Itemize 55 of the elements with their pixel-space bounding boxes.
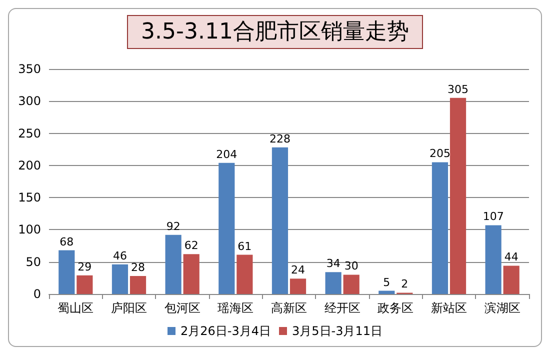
chart-title: 3.5-3.11合肥市区销量走势 [141, 20, 409, 44]
data-label: 29 [78, 260, 92, 274]
y-tick-label: 50 [26, 254, 41, 269]
data-label: 68 [60, 235, 74, 248]
bar [378, 290, 395, 294]
data-label: 228 [269, 132, 290, 146]
y-tick-label: 100 [18, 222, 41, 237]
y-tick-label: 250 [18, 126, 41, 140]
bar [165, 234, 182, 294]
data-label: 34 [326, 257, 340, 270]
legend-label: 3月5日-3月11日 [292, 324, 383, 338]
y-tick-label: 0 [33, 287, 41, 301]
bar [450, 98, 466, 294]
bar [183, 254, 200, 294]
data-label: 44 [504, 250, 518, 264]
data-label: 24 [291, 264, 306, 277]
data-label: 2 [401, 278, 408, 291]
x-tick-label: 高新区 [271, 301, 307, 315]
data-label: 107 [482, 210, 504, 224]
bar [290, 278, 306, 294]
x-tick-label: 瑶海区 [218, 301, 254, 315]
data-label: 46 [112, 249, 127, 262]
y-tick-label: 350 [18, 62, 41, 76]
data-label: 305 [448, 82, 469, 96]
bar [325, 272, 342, 294]
bar [272, 147, 288, 294]
data-label: 204 [216, 148, 238, 161]
bar [112, 264, 128, 294]
data-label: 30 [344, 260, 358, 273]
bar [503, 266, 520, 294]
y-tick-label: 200 [18, 158, 41, 172]
data-label: 62 [184, 239, 198, 252]
y-tick-label: 300 [18, 94, 41, 108]
data-label: 61 [238, 240, 252, 253]
x-tick-label: 滨湖区 [484, 301, 520, 315]
legend-label: 2月26日-3月4日 [180, 324, 272, 338]
bar [76, 275, 93, 294]
x-tick-label: 蜀山区 [58, 301, 94, 315]
bar [432, 162, 448, 294]
data-label: 205 [429, 147, 450, 160]
bar [218, 162, 235, 294]
data-label: 28 [131, 261, 146, 274]
bar [343, 274, 360, 294]
bar [58, 250, 75, 294]
y-tick-label: 150 [18, 190, 41, 205]
x-tick-label: 政务区 [378, 301, 414, 315]
data-label: 92 [166, 220, 180, 233]
x-tick-label: 庐阳区 [111, 301, 147, 315]
x-tick-label: 新站区 [431, 301, 467, 315]
x-tick-label: 经开区 [324, 301, 360, 315]
bar [485, 225, 502, 294]
x-tick-label: 包河区 [164, 301, 200, 315]
bar [236, 254, 253, 294]
bar [130, 276, 146, 294]
data-label: 5 [383, 276, 390, 289]
